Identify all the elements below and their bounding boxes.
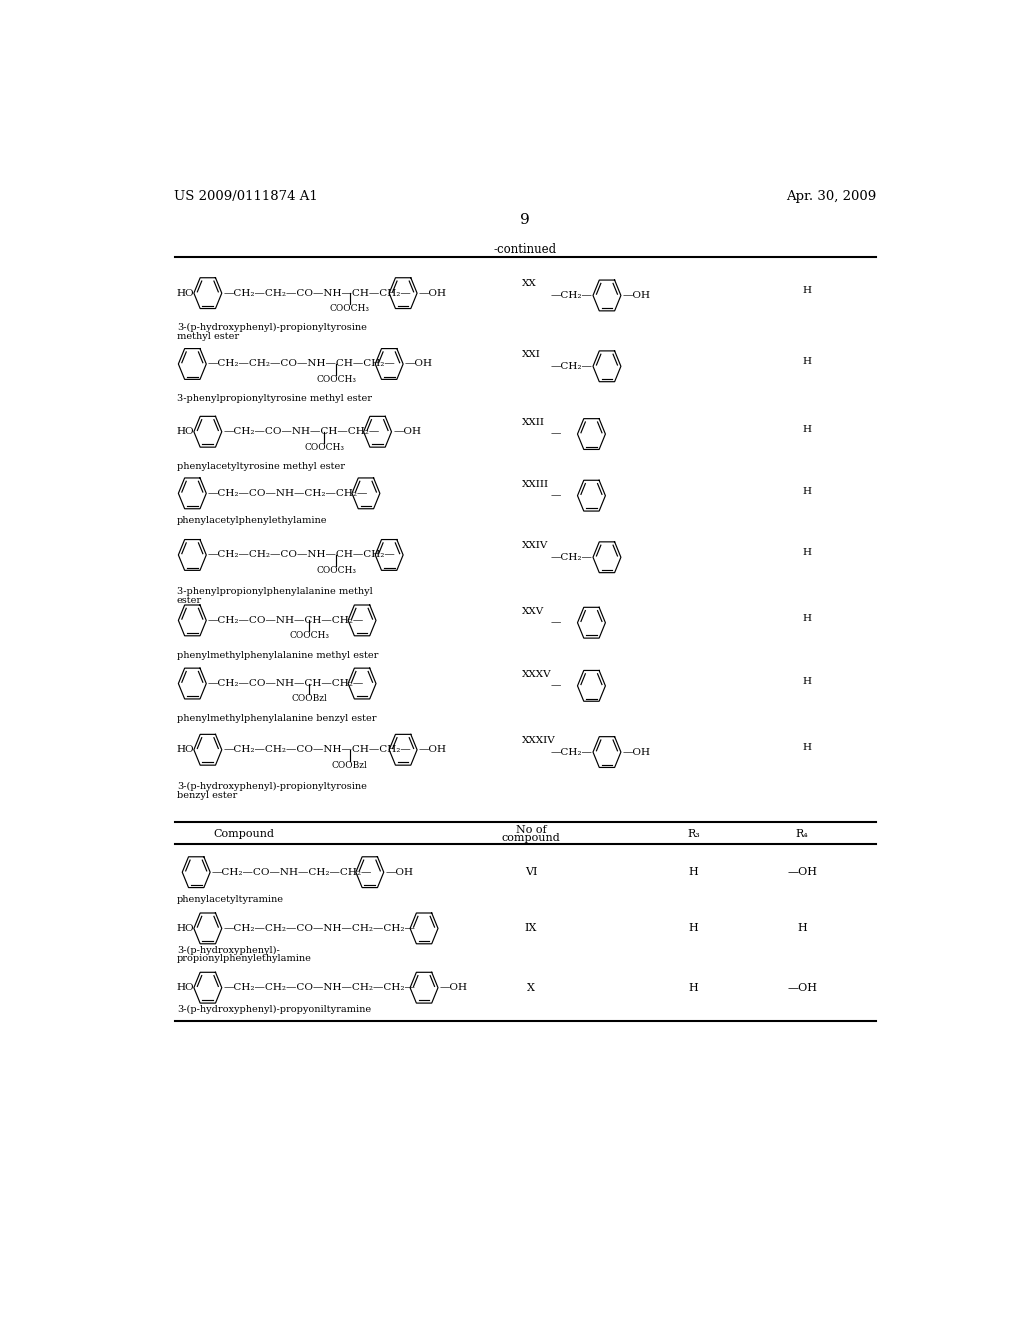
Text: —CH₂—CO—NH—CH—CH₂—: —CH₂—CO—NH—CH—CH₂— [208, 616, 365, 624]
Text: —OH: —OH [623, 747, 650, 756]
Text: H: H [802, 743, 811, 752]
Text: -continued: -continued [494, 243, 556, 256]
Text: ester: ester [177, 595, 202, 605]
Text: COOCH₃: COOCH₃ [330, 304, 370, 313]
Text: —CH₂—: —CH₂— [550, 290, 592, 300]
Text: phenylacetyltyrosine methyl ester: phenylacetyltyrosine methyl ester [177, 462, 345, 471]
Text: XXXV: XXXV [521, 669, 551, 678]
Text: phenylmethylphenylalanine benzyl ester: phenylmethylphenylalanine benzyl ester [177, 714, 377, 722]
Text: H: H [802, 358, 811, 366]
Text: phenylacetylphenylethylamine: phenylacetylphenylethylamine [177, 516, 328, 525]
Text: COOCH₃: COOCH₃ [316, 566, 356, 574]
Text: —: — [550, 618, 561, 627]
Text: —OH: —OH [419, 746, 446, 754]
Text: XXI: XXI [521, 350, 541, 359]
Text: —OH: —OH [385, 867, 414, 876]
Text: phenylmethylphenylalanine methyl ester: phenylmethylphenylalanine methyl ester [177, 651, 378, 660]
Text: —CH₂—: —CH₂— [550, 747, 592, 756]
Text: —CH₂—CH₂—CO—NH—CH—CH₂—: —CH₂—CH₂—CO—NH—CH—CH₂— [208, 359, 395, 368]
Text: propionylphenylethylamine: propionylphenylethylamine [177, 954, 311, 962]
Text: XXIV: XXIV [521, 541, 548, 550]
Text: 3-phenylpropionylphenylalanine methyl: 3-phenylpropionylphenylalanine methyl [177, 587, 373, 597]
Text: H: H [802, 286, 811, 296]
Text: HO: HO [177, 924, 195, 933]
Text: —CH₂—CO—NH—CH₂—CH₂—: —CH₂—CO—NH—CH₂—CH₂— [212, 867, 372, 876]
Text: H: H [798, 924, 807, 933]
Text: phenylacetyltyramine: phenylacetyltyramine [177, 895, 284, 904]
Text: —OH: —OH [404, 359, 433, 368]
Text: XX: XX [521, 280, 537, 288]
Text: IX: IX [525, 924, 538, 933]
Text: XXXIV: XXXIV [521, 737, 555, 744]
Text: —CH₂—CO—NH—CH—CH₂—: —CH₂—CO—NH—CH—CH₂— [208, 678, 365, 688]
Text: XXIII: XXIII [521, 479, 549, 488]
Text: —CH₂—CH₂—CO—NH—CH₂—CH₂—: —CH₂—CH₂—CO—NH—CH₂—CH₂— [223, 983, 415, 993]
Text: compound: compound [502, 833, 560, 843]
Text: 3-(p-hydroxyphenyl)-propionyltyrosine: 3-(p-hydroxyphenyl)-propionyltyrosine [177, 783, 367, 791]
Text: methyl ester: methyl ester [177, 331, 239, 341]
Text: benzyl ester: benzyl ester [177, 791, 238, 800]
Text: HO: HO [177, 983, 195, 993]
Text: —CH₂—CH₂—CO—NH—CH—CH₂—: —CH₂—CH₂—CO—NH—CH—CH₂— [208, 550, 395, 560]
Text: —OH: —OH [787, 982, 817, 993]
Text: H: H [689, 924, 698, 933]
Text: H: H [689, 867, 698, 878]
Text: —CH₂—: —CH₂— [550, 553, 592, 562]
Text: 3-(p-hydroxyphenyl)-propyoniltyramine: 3-(p-hydroxyphenyl)-propyoniltyramine [177, 1005, 371, 1014]
Text: —OH: —OH [787, 867, 817, 878]
Text: Compound: Compound [214, 829, 274, 838]
Text: —: — [550, 491, 561, 500]
Text: COOBzl: COOBzl [332, 760, 368, 770]
Text: H: H [802, 677, 811, 685]
Text: R₃: R₃ [687, 829, 700, 838]
Text: 3-phenylpropionyltyrosine methyl ester: 3-phenylpropionyltyrosine methyl ester [177, 395, 372, 403]
Text: H: H [689, 982, 698, 993]
Text: —CH₂—CO—NH—CH₂—CH₂—: —CH₂—CO—NH—CH₂—CH₂— [208, 488, 369, 498]
Text: HO: HO [177, 746, 195, 754]
Text: —CH₂—CH₂—CO—NH—CH—CH₂—: —CH₂—CH₂—CO—NH—CH—CH₂— [223, 289, 411, 297]
Text: US 2009/0111874 A1: US 2009/0111874 A1 [174, 190, 318, 203]
Text: H: H [802, 425, 811, 434]
Text: —CH₂—CO—NH—CH—CH₂—: —CH₂—CO—NH—CH—CH₂— [223, 428, 380, 436]
Text: H: H [802, 548, 811, 557]
Text: No of: No of [516, 825, 547, 834]
Text: —: — [550, 429, 561, 438]
Text: X: X [527, 982, 535, 993]
Text: R₄: R₄ [796, 829, 809, 838]
Text: COOBzl: COOBzl [292, 694, 328, 704]
Text: —OH: —OH [393, 428, 421, 436]
Text: —CH₂—CH₂—CO—NH—CH₂—CH₂—: —CH₂—CH₂—CO—NH—CH₂—CH₂— [223, 924, 415, 933]
Text: H: H [802, 614, 811, 623]
Text: XXII: XXII [521, 418, 545, 426]
Text: —: — [550, 681, 561, 690]
Text: —OH: —OH [419, 289, 446, 297]
Text: —CH₂—: —CH₂— [550, 362, 592, 371]
Text: COOCH₃: COOCH₃ [290, 631, 330, 640]
Text: HO: HO [177, 428, 195, 436]
Text: —OH: —OH [439, 983, 468, 993]
Text: 9: 9 [520, 213, 529, 227]
Text: 3-(p-hydroxyphenyl)-propionyltyrosine: 3-(p-hydroxyphenyl)-propionyltyrosine [177, 323, 367, 333]
Text: —OH: —OH [623, 290, 650, 300]
Text: Apr. 30, 2009: Apr. 30, 2009 [785, 190, 876, 203]
Text: VI: VI [524, 867, 538, 878]
Text: 3-(p-hydroxyphenyl)-: 3-(p-hydroxyphenyl)- [177, 945, 280, 954]
Text: XXV: XXV [521, 607, 544, 615]
Text: —CH₂—CH₂—CO—NH—CH—CH₂—: —CH₂—CH₂—CO—NH—CH—CH₂— [223, 746, 411, 754]
Text: H: H [802, 487, 811, 495]
Text: COOCH₃: COOCH₃ [304, 442, 344, 451]
Text: HO: HO [177, 289, 195, 297]
Text: COOCH₃: COOCH₃ [316, 375, 356, 384]
